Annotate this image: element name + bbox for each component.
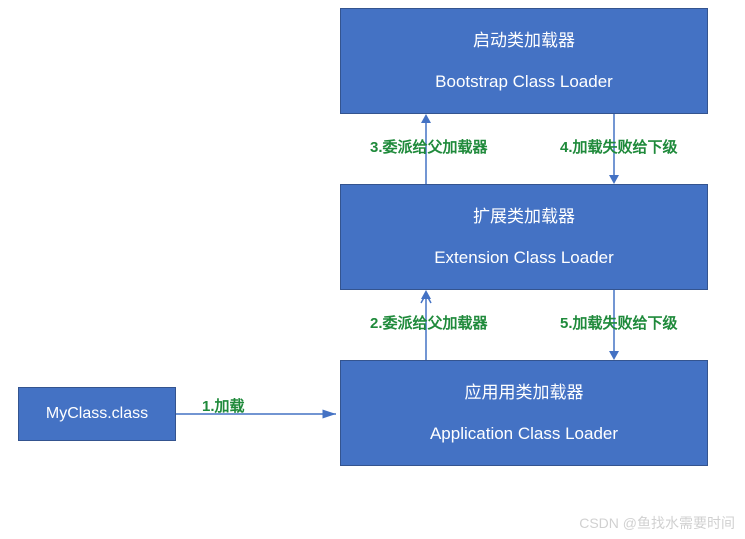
edge-label-1: 1.加载 bbox=[202, 395, 245, 416]
edge-label-3: 3.委派给父加载器 bbox=[370, 136, 488, 157]
edge-label-2: 2.委派给父加载器 bbox=[370, 312, 488, 333]
node-extension: 扩展类加载器 Extension Class Loader bbox=[340, 184, 708, 290]
watermark: CSDN @鱼找水需要时间 bbox=[579, 513, 735, 533]
node-extension-en: Extension Class Loader bbox=[434, 244, 614, 271]
node-extension-cn: 扩展类加载器 bbox=[473, 203, 575, 230]
node-myclass: MyClass.class bbox=[18, 387, 176, 441]
node-bootstrap-en: Bootstrap Class Loader bbox=[435, 68, 613, 95]
node-application: 应用用类加载器 Application Class Loader bbox=[340, 360, 708, 466]
node-application-cn: 应用用类加载器 bbox=[465, 379, 584, 406]
node-application-en: Application Class Loader bbox=[430, 420, 618, 447]
edge-label-4: 4.加载失败给下级 bbox=[560, 136, 678, 157]
node-bootstrap-cn: 启动类加载器 bbox=[473, 27, 575, 54]
arrow-load bbox=[176, 408, 340, 420]
node-bootstrap: 启动类加载器 Bootstrap Class Loader bbox=[340, 8, 708, 114]
edge-label-5: 5.加载失败给下级 bbox=[560, 312, 678, 333]
node-myclass-label: MyClass.class bbox=[46, 401, 148, 427]
